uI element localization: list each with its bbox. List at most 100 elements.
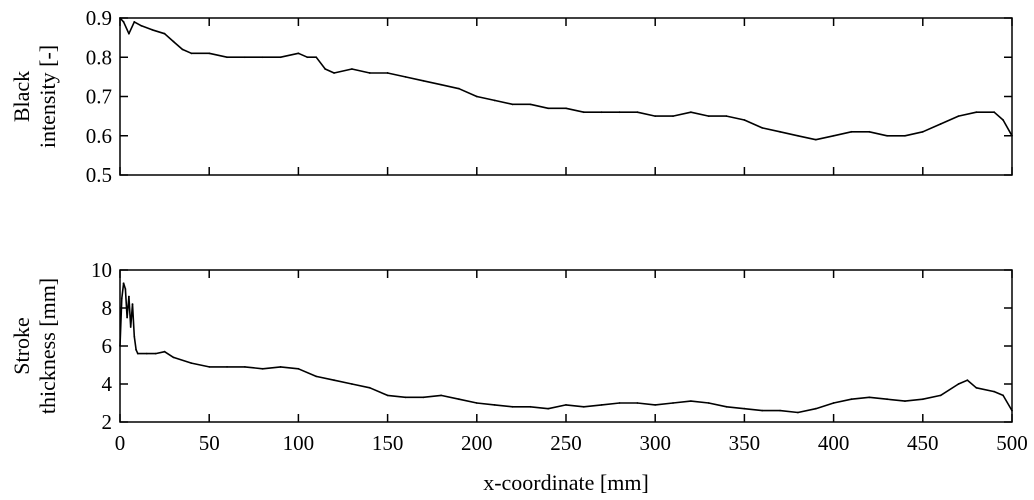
top-series-point	[351, 68, 353, 70]
top-series-point	[850, 130, 853, 133]
top-series-point	[547, 107, 550, 110]
top-series-point	[1002, 119, 1004, 121]
top-series-point	[600, 111, 603, 114]
bottom-xtick-label: 150	[372, 431, 404, 455]
top-series-point	[140, 24, 143, 27]
bottom-series-point	[131, 303, 134, 306]
bottom-xtick-label: 200	[461, 431, 493, 455]
top-series-line	[119, 17, 1013, 141]
bottom-axes-frame	[119, 269, 1013, 423]
bottom-series-point	[779, 409, 781, 412]
bottom-series-point	[1002, 394, 1004, 397]
bottom-series-point	[386, 394, 389, 397]
top-series-point	[306, 56, 309, 59]
top-series-point	[122, 21, 125, 23]
top-series-point	[779, 130, 781, 133]
panel-stroke-thickness: 0 50 100 150 200 250 300 350 400 450 500 2 4 6 8 10 Stro…	[9, 258, 1028, 495]
top-series-point	[404, 75, 407, 78]
bottom-series-point	[208, 366, 211, 368]
top-series-point	[618, 111, 621, 114]
top-series-point	[279, 56, 282, 59]
top-series-point	[814, 138, 817, 141]
bottom-series-point	[458, 398, 460, 401]
top-series-point	[333, 72, 335, 74]
top-series-point	[886, 134, 889, 137]
bottom-series-point	[689, 400, 692, 402]
top-series-point	[939, 123, 942, 125]
top-series-point	[243, 56, 246, 59]
bottom-series-point	[124, 288, 127, 290]
bottom-xtick-label: 50	[199, 431, 220, 455]
bottom-series-point	[939, 394, 942, 397]
top-series-point	[654, 115, 657, 118]
top-series-point	[172, 40, 175, 43]
bottom-series-point	[154, 352, 157, 355]
panel-black-intensity: 0.5 0.6 0.7 0.8 0.9 Black intensity [-]	[9, 6, 1013, 187]
bottom-series-point	[511, 405, 514, 408]
bottom-series-point	[707, 402, 710, 404]
top-series-point	[921, 130, 924, 133]
top-series-point	[511, 103, 514, 106]
top-series-point	[181, 48, 184, 51]
bottom-series-point	[315, 375, 318, 378]
bottom-series-point	[126, 316, 129, 319]
bottom-ytick-label: 2	[102, 410, 113, 434]
bottom-series-point	[850, 398, 853, 401]
top-series-point	[386, 72, 389, 74]
bottom-series-point	[672, 402, 674, 404]
top-series-point	[163, 32, 166, 35]
bottom-series-point	[351, 383, 353, 385]
top-series-point	[797, 134, 799, 137]
bottom-series-point	[261, 367, 264, 370]
bottom-series-point	[128, 295, 130, 298]
top-series-point	[761, 127, 764, 129]
top-series-point	[957, 115, 960, 118]
bottom-series-point	[163, 350, 166, 353]
top-series-point	[324, 68, 327, 70]
bottom-series-point	[886, 398, 889, 401]
bottom-series-point	[226, 366, 228, 368]
bottom-series-point	[404, 396, 407, 399]
bottom-series-line	[119, 282, 1013, 414]
bottom-xlabel: x-coordinate [mm]	[483, 470, 649, 495]
top-ytick-label: 0.5	[86, 163, 112, 187]
top-series-point	[493, 99, 496, 102]
top-series-point	[208, 52, 211, 55]
top-series-point	[261, 56, 264, 59]
top-ylabel-line-2: intensity [-]	[35, 45, 60, 148]
bottom-series-point	[814, 407, 817, 410]
bottom-series-point	[868, 396, 871, 399]
top-ytick-label: 0.6	[86, 124, 112, 148]
top-series-point	[440, 83, 443, 86]
bottom-xtick-label: 450	[907, 431, 939, 455]
bottom-series-point	[122, 282, 125, 285]
top-series-point	[315, 56, 318, 59]
top-series-point	[743, 119, 746, 121]
bottom-series-point	[135, 348, 137, 351]
bottom-xtick-label: 0	[115, 431, 126, 455]
top-series-point	[190, 52, 193, 55]
top-series-point	[128, 32, 130, 35]
bottom-series-point	[279, 366, 282, 368]
bottom-series-point	[921, 398, 924, 401]
bottom-series-point	[136, 352, 139, 355]
top-series-point	[689, 111, 692, 114]
bottom-xtick-label: 350	[729, 431, 761, 455]
bottom-series-point	[600, 404, 603, 406]
bottom-series-point	[129, 326, 132, 328]
bottom-xtick-label: 100	[283, 431, 315, 455]
top-series-point	[297, 52, 300, 55]
top-series-point	[993, 111, 996, 114]
top-series-point	[582, 111, 585, 114]
bottom-xtick-label: 300	[639, 431, 671, 455]
top-series-point	[725, 115, 728, 118]
bottom-series-point	[172, 356, 175, 359]
bottom-ytick-label: 4	[102, 372, 113, 396]
top-series-point	[636, 111, 639, 114]
bottom-series-point	[145, 352, 148, 355]
bottom-series-point	[582, 405, 585, 408]
bottom-series-point	[993, 390, 996, 393]
bottom-series-point	[654, 404, 657, 406]
top-series-point	[151, 28, 154, 31]
